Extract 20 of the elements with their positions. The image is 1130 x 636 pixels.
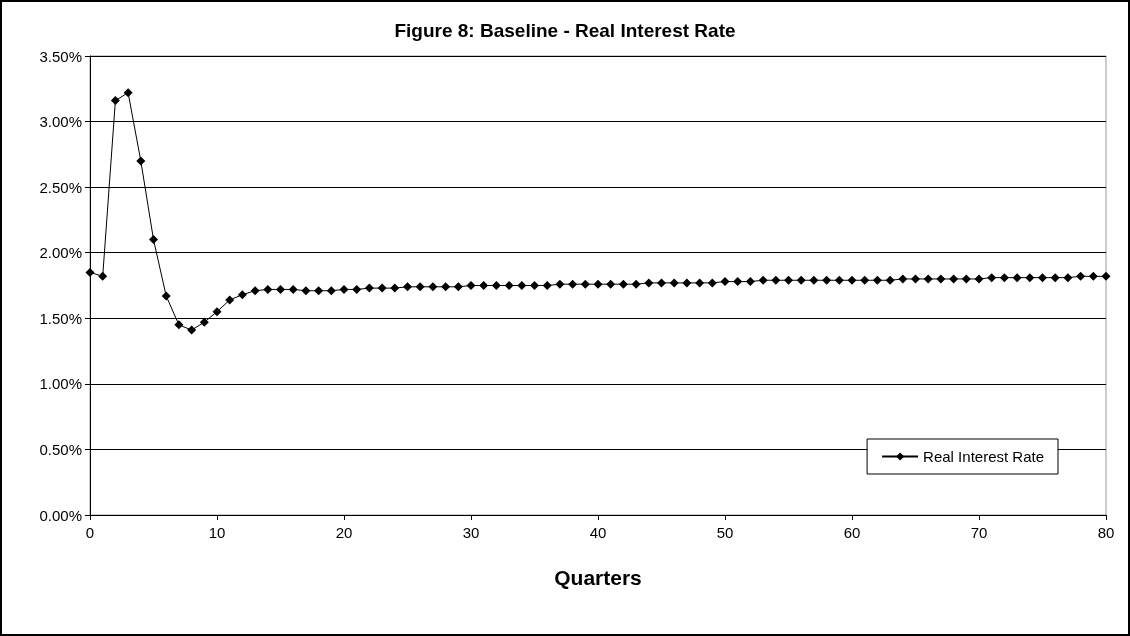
y-tick-label: 3.00% <box>39 113 82 131</box>
y-tick-label: 0.50% <box>39 440 82 458</box>
x-tick-label: 70 <box>970 524 988 541</box>
x-tick-label: 10 <box>208 524 226 541</box>
legend-label: Real Interest Rate <box>923 448 1045 465</box>
x-tick-label: 0 <box>85 524 95 541</box>
y-tick-label: 1.50% <box>39 309 82 327</box>
y-tick-label: 3.50% <box>39 47 82 65</box>
x-tick-label: 30 <box>462 524 480 541</box>
y-tick-label: 1.00% <box>39 375 82 393</box>
y-tick-label: 2.00% <box>39 244 82 262</box>
y-tick-label: 0.00% <box>39 506 82 524</box>
x-tick-label: 20 <box>335 524 353 541</box>
chart-title: Figure 8: Baseline - Real Interest Rate <box>394 20 736 41</box>
y-tick-label: 2.50% <box>39 178 82 196</box>
x-tick-label: 80 <box>1097 524 1115 541</box>
x-axis-title: Quarters <box>554 566 642 589</box>
x-tick-label: 60 <box>843 524 861 541</box>
x-tick-label: 50 <box>716 524 734 541</box>
x-tick-label: 40 <box>589 524 607 541</box>
